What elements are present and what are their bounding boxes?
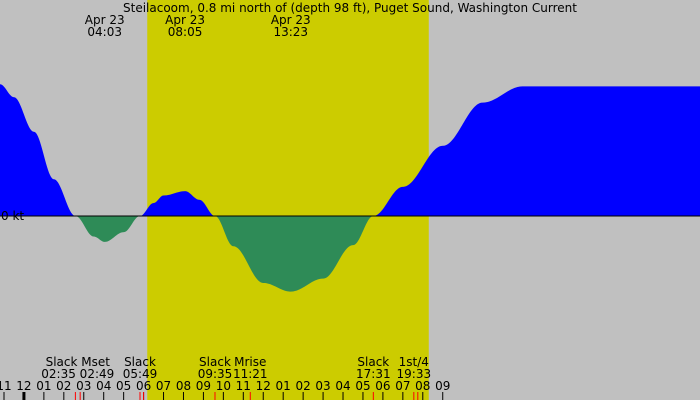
event-label-5: 1st/4 (399, 355, 429, 369)
zero-label: 0 kt (1, 209, 24, 223)
x-tick-label-17: 04 (335, 379, 350, 393)
event-label-2: Slack (199, 355, 231, 369)
x-tick-label-7: 06 (136, 379, 151, 393)
x-tick-label-5: 04 (96, 379, 111, 393)
x-tick-label-22: 09 (435, 379, 450, 393)
x-tick-label-0: 11 (0, 379, 12, 393)
top-label-date-0: Apr 23 (85, 13, 125, 27)
event-label-1: Slack (124, 355, 156, 369)
event-time-5: 19:33 (397, 367, 432, 381)
x-tick-label-2: 01 (36, 379, 51, 393)
x-tick-label-11: 10 (216, 379, 231, 393)
x-tick-label-15: 02 (295, 379, 310, 393)
event-time-4: 17:31 (356, 367, 391, 381)
x-tick-label-8: 07 (156, 379, 171, 393)
top-label-time-1: 08:05 (168, 25, 203, 39)
event-label-3: Mrise (234, 355, 266, 369)
x-axis: 11 12 01 02 03 04 05 06 07 08 09 10 11 12 01 02 03 04 05 06… (0, 379, 450, 400)
x-tick-label-20: 07 (395, 379, 410, 393)
x-tick-label-6: 05 (116, 379, 131, 393)
top-label-time-2: 13:23 (273, 25, 308, 39)
x-tick-label-10: 09 (196, 379, 211, 393)
top-label-date-2: Apr 23 (271, 13, 311, 27)
ebb-area (0, 216, 700, 292)
x-tick-label-16: 03 (315, 379, 330, 393)
x-tick-label-9: 08 (176, 379, 191, 393)
x-tick-label-1: 12 (16, 379, 31, 393)
chart-title: Steilacoom, 0.8 mi north of (depth 98 ft… (123, 1, 577, 15)
event-label-4: Slack (357, 355, 389, 369)
event-time-2: 09:35 (198, 367, 233, 381)
event-time-0: 02:35 02:49 (41, 367, 114, 381)
x-tick-label-19: 06 (375, 379, 390, 393)
x-tick-label-4: 03 (76, 379, 91, 393)
top-label-time-0: 04:03 (87, 25, 122, 39)
event-time-3: 11:21 (233, 367, 268, 381)
x-tick-label-18: 05 (355, 379, 370, 393)
x-tick-label-13: 12 (256, 379, 271, 393)
event-time-1: 05:49 (123, 367, 158, 381)
current-areas (0, 84, 700, 292)
top-label-date-1: Apr 23 (165, 13, 205, 27)
event-label-0: Slack Mset (46, 355, 111, 369)
x-tick-label-12: 11 (236, 379, 251, 393)
x-tick-label-3: 02 (56, 379, 71, 393)
x-tick-label-14: 01 (276, 379, 291, 393)
flood-area (0, 84, 700, 217)
x-tick-label-21: 08 (415, 379, 430, 393)
